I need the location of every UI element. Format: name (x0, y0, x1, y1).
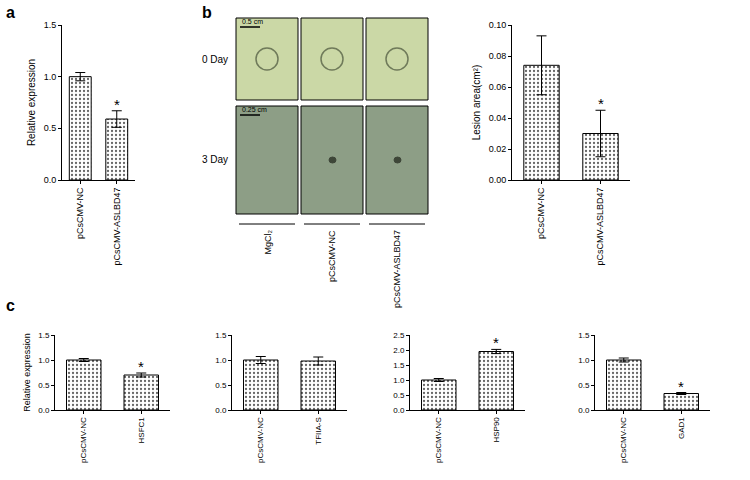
svg-text:1.5: 1.5 (44, 20, 57, 30)
svg-text:0.00: 0.00 (489, 175, 507, 185)
svg-text:pCsCMV-NC: pCsCMV-NC (75, 187, 85, 239)
svg-text:pCsCMV-NC: pCsCMV-NC (619, 417, 628, 463)
svg-text:2.5: 2.5 (393, 331, 405, 340)
svg-text:0.06: 0.06 (489, 82, 507, 92)
svg-text:*: * (598, 95, 604, 112)
svg-text:GAD1: GAD1 (677, 417, 686, 439)
svg-text:0.25 cm: 0.25 cm (242, 106, 267, 113)
svg-text:1.5: 1.5 (393, 361, 405, 370)
svg-text:0.5: 0.5 (38, 381, 50, 390)
svg-text:1.5: 1.5 (578, 331, 590, 340)
svg-text:1.0: 1.0 (393, 376, 405, 385)
svg-text:0.02: 0.02 (489, 144, 507, 154)
svg-text:2.0: 2.0 (393, 346, 405, 355)
svg-text:0.10: 0.10 (489, 20, 507, 30)
svg-text:pCsCMV-NC: pCsCMV-NC (256, 417, 265, 463)
svg-text:1.5: 1.5 (215, 331, 227, 340)
svg-text:1.5: 1.5 (38, 331, 50, 340)
svg-text:0.08: 0.08 (489, 51, 507, 61)
svg-text:*: * (114, 96, 120, 113)
svg-text:0.0: 0.0 (393, 406, 405, 415)
svg-text:pCsCMV-NC: pCsCMV-NC (536, 187, 546, 239)
svg-text:*: * (138, 358, 144, 375)
svg-text:pCsCMV-ASLBD47: pCsCMV-ASLBD47 (112, 188, 122, 266)
svg-text:Lesion area(cm²): Lesion area(cm²) (471, 65, 482, 141)
svg-text:0.04: 0.04 (489, 113, 507, 123)
svg-text:1.0: 1.0 (578, 356, 590, 365)
svg-text:0.5: 0.5 (578, 381, 590, 390)
svg-text:Relative expression: Relative expression (22, 333, 32, 412)
svg-text:0.0: 0.0 (38, 406, 50, 415)
svg-text:0.5: 0.5 (393, 391, 405, 400)
svg-text:HSP90: HSP90 (492, 417, 501, 443)
svg-text:0.5: 0.5 (215, 381, 227, 390)
svg-text:Relative expression: Relative expression (26, 59, 37, 146)
svg-text:a: a (6, 4, 15, 21)
svg-text:0.0: 0.0 (578, 406, 590, 415)
svg-text:3 Day: 3 Day (202, 154, 228, 165)
svg-text:pCsCMV-NC: pCsCMV-NC (79, 417, 88, 463)
svg-text:*: * (678, 378, 684, 395)
svg-text:1.0: 1.0 (215, 356, 227, 365)
svg-text:pCsCMV-NC: pCsCMV-NC (327, 230, 337, 282)
svg-text:pCsCMV-ASLBD47: pCsCMV-ASLBD47 (392, 230, 402, 308)
svg-text:1.0: 1.0 (38, 356, 50, 365)
svg-text:TFIIA-S: TFIIA-S (314, 417, 323, 445)
svg-text:0.5: 0.5 (44, 123, 57, 133)
svg-text:*: * (493, 334, 499, 351)
svg-text:1.0: 1.0 (44, 72, 57, 82)
svg-text:pCsCMV-ASLBD47: pCsCMV-ASLBD47 (595, 188, 605, 266)
svg-text:MgCl₂: MgCl₂ (263, 229, 273, 254)
svg-text:HSFC1: HSFC1 (137, 417, 146, 444)
svg-text:c: c (6, 297, 15, 314)
svg-text:b: b (202, 4, 212, 21)
svg-text:pCsCMV-NC: pCsCMV-NC (434, 417, 443, 463)
svg-text:0 Day: 0 Day (202, 54, 228, 65)
svg-text:0.5 cm: 0.5 cm (242, 18, 263, 25)
svg-text:0.0: 0.0 (215, 406, 227, 415)
svg-text:0.0: 0.0 (44, 175, 57, 185)
